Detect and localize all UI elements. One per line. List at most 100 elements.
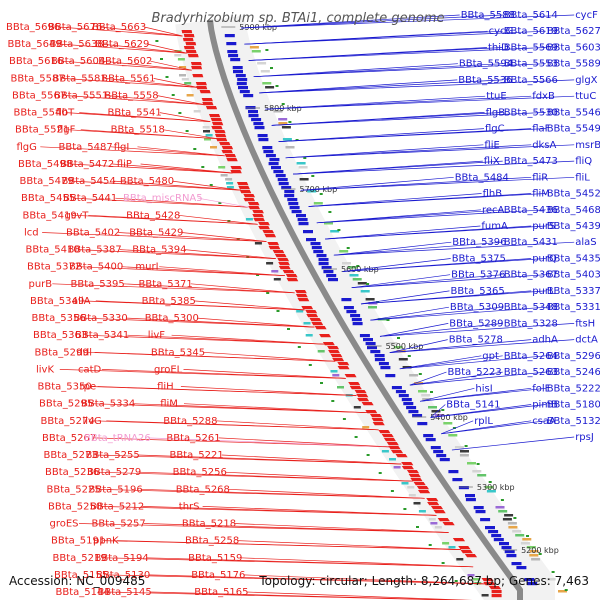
leader-line-right (430, 404, 532, 418)
inner-track-feature (203, 130, 210, 133)
leader-line-right (259, 79, 458, 94)
leader-line-left (147, 437, 390, 448)
leader-line-right (451, 436, 575, 451)
minus-strand-feature (408, 410, 419, 414)
track-marker (331, 400, 335, 402)
leader-line-right (271, 112, 546, 126)
outer-track-feature (486, 490, 496, 493)
gene-label-left: murI (135, 262, 158, 273)
outer-track-feature (409, 374, 419, 377)
plus-strand-feature (210, 118, 222, 122)
gene-label-right: cycG (489, 26, 514, 37)
track-marker (513, 517, 517, 519)
leader-line-left (94, 351, 336, 362)
gene-label-left: BBta_5363 (33, 330, 87, 341)
gene-label-right: BBta_5435 (547, 254, 600, 265)
leader-line-left (148, 574, 486, 585)
minus-strand-feature (473, 506, 484, 510)
gene-label-left: BBta_5165 (194, 587, 248, 598)
leader-line-left (237, 540, 461, 550)
plus-strand-feature (262, 230, 275, 234)
plus-strand-feature (185, 50, 197, 54)
gene-label-right: cycF (575, 10, 598, 21)
gene-label-left: BBta_5155 (54, 570, 108, 581)
map-footer: Accession: NC_009485 Topology: circular;… (0, 570, 600, 594)
gene-label-right: csaA (532, 416, 556, 427)
plus-strand-feature (427, 502, 440, 506)
gene-label-right: fliX (484, 156, 500, 167)
minus-strand-feature (313, 250, 324, 254)
inner-track-feature (184, 82, 192, 85)
minus-strand-feature (230, 58, 241, 62)
gene-label-left: purB (29, 279, 53, 290)
plus-strand-feature (187, 54, 199, 58)
track-marker (337, 229, 341, 231)
leader-line-left (224, 471, 413, 482)
gene-label-left: thrS (179, 501, 200, 512)
minus-strand-feature (228, 54, 239, 58)
minus-strand-feature (501, 546, 512, 550)
minus-strand-feature (227, 50, 238, 54)
leader-line-right (430, 404, 446, 418)
minus-strand-feature (263, 150, 274, 154)
gene-label-right: rpsJ (575, 432, 594, 443)
gene-label-left: BBta_5130 (96, 570, 150, 581)
gene-label-left: flbT (56, 108, 76, 119)
gene-label-left: lcd (24, 228, 39, 239)
plus-strand-feature (452, 538, 466, 542)
minus-strand-feature (277, 178, 288, 182)
plus-strand-feature (277, 258, 290, 262)
inner-track-feature (434, 526, 442, 529)
gene-label-right: purL (532, 286, 555, 297)
leader-line-right (389, 339, 448, 353)
track-marker (376, 301, 380, 303)
plus-strand-feature (243, 194, 255, 198)
outer-track-feature (262, 82, 272, 85)
leader-line-right (300, 176, 532, 191)
leader-line-right (370, 306, 546, 321)
leader-line-right (244, 30, 488, 45)
gene-label-right: flhB (483, 189, 503, 200)
gene-label-left: BBta_5221 (170, 450, 224, 461)
plus-strand-feature (221, 150, 233, 154)
plus-strand-feature (286, 278, 299, 282)
minus-strand-feature (343, 306, 354, 310)
plus-strand-feature (354, 390, 367, 394)
outer-track-feature (299, 178, 309, 181)
gene-label-right: ttuE (486, 91, 507, 102)
outer-track-feature (522, 538, 532, 541)
track-marker (281, 103, 285, 105)
minus-strand-feature (310, 242, 321, 246)
gene-label-left: BBta_5587 (11, 73, 65, 84)
gene-label-left: BBta_5558 (104, 91, 158, 102)
gene-label-left: BBta_5521 (15, 125, 69, 136)
leader-line-right (351, 274, 503, 289)
leader-line-left (198, 197, 250, 208)
gene-label-right: BBta_5141 (446, 400, 500, 411)
minus-strand-feature (485, 526, 495, 530)
track-marker (538, 553, 542, 555)
gene-label-left: BBta_5604 (51, 56, 105, 67)
plus-strand-feature (285, 274, 298, 278)
gene-label-left: BBta_5696 (6, 22, 60, 33)
leader-line-right (409, 371, 546, 386)
plus-strand-feature (295, 290, 307, 294)
plus-strand-feature (481, 578, 494, 582)
outer-track-feature (347, 266, 357, 269)
gene-label-left: BBta_5295 (39, 399, 93, 410)
plus-strand-feature (330, 354, 343, 358)
minus-strand-feature (391, 386, 402, 390)
gene-label-left: ddl (77, 347, 92, 358)
gene-label-left: BBta_5334 (81, 399, 135, 410)
outer-track-feature (313, 202, 323, 205)
track-marker (178, 112, 182, 114)
outer-track-feature (454, 446, 464, 449)
leader-line-left (106, 420, 379, 431)
leader-line-left (112, 163, 233, 174)
gene-label-left: groEL (154, 364, 183, 375)
inner-track-feature (473, 578, 480, 581)
gene-label-left: BBta_miscRNA5 (123, 193, 203, 204)
minus-strand-feature (271, 166, 281, 170)
minus-strand-feature (511, 562, 522, 566)
leader-line-left (234, 523, 449, 533)
